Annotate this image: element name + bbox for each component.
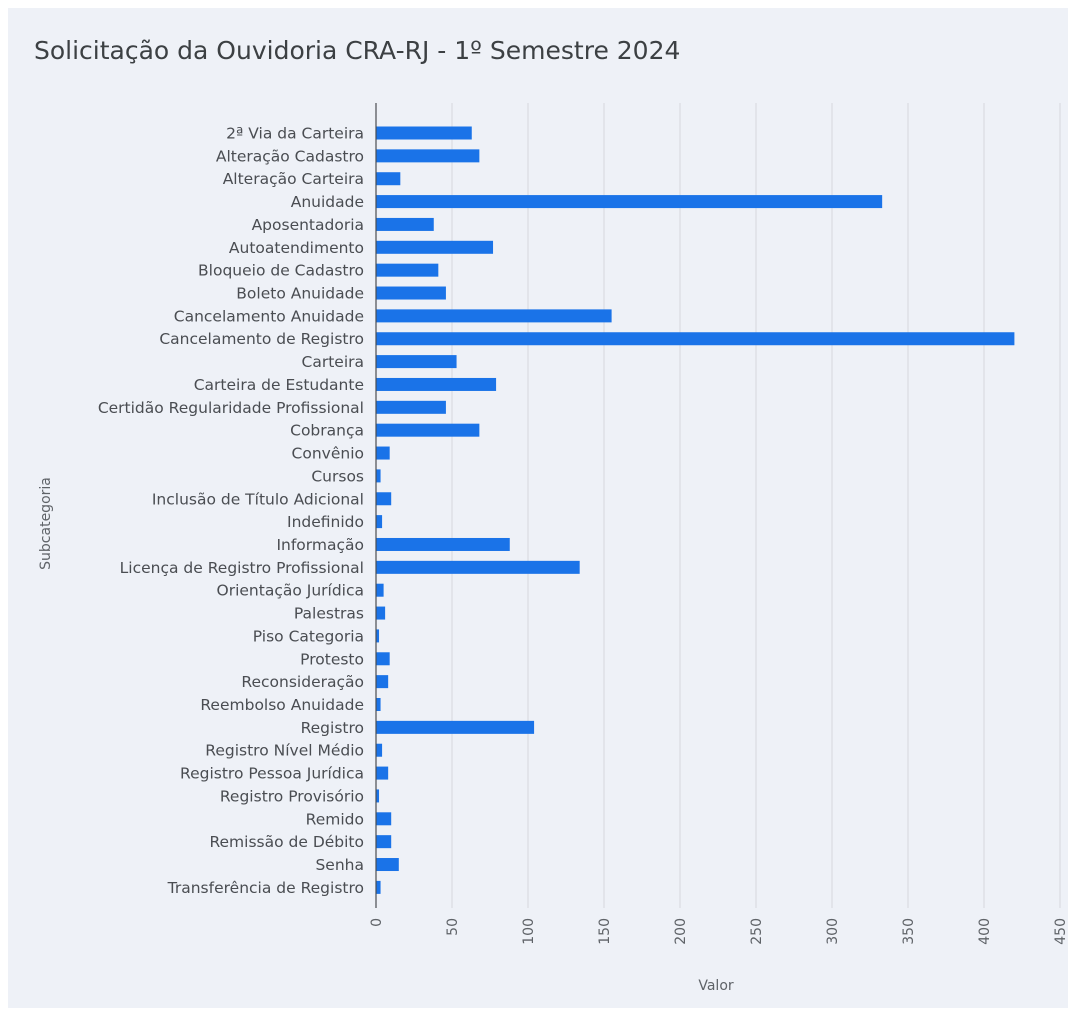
category-label: Registro: [301, 719, 364, 737]
bar: [376, 286, 446, 300]
bar: [376, 355, 457, 369]
category-label: Indefinido: [287, 513, 364, 531]
category-label: Reconsideração: [241, 673, 364, 691]
bar: [376, 698, 381, 711]
bar: [376, 789, 380, 803]
bar: [376, 423, 480, 437]
bar: [376, 560, 580, 574]
bar: [376, 858, 399, 872]
category-label: Senha: [315, 856, 364, 874]
category-label: Bloqueio de Cadastro: [198, 262, 364, 280]
bar: [376, 880, 381, 894]
bar: [376, 469, 381, 483]
category-label: Cobrança: [290, 422, 364, 440]
category-label: Cancelamento de Registro: [159, 330, 364, 348]
bar: [376, 492, 392, 506]
category-label: Reembolso Anuidade: [200, 696, 364, 714]
x-tick-label: 350: [901, 918, 917, 945]
bar: [376, 515, 383, 529]
chart-card: Solicitação da Ouvidoria CRA-RJ - 1º Sem…: [8, 8, 1068, 1008]
bar: [376, 766, 389, 780]
bar: [376, 537, 510, 551]
bar: [376, 812, 392, 826]
category-label: Piso Categoria: [253, 627, 364, 645]
category-label: Cancelamento Anuidade: [174, 307, 364, 325]
category-label: Registro Provisório: [220, 787, 364, 805]
category-label: Boleto Anuidade: [236, 285, 364, 303]
category-labels: 2ª Via da Carteira Alteração Cadastro Alte…: [98, 125, 364, 897]
bar: [376, 720, 535, 734]
category-label: Protesto: [300, 650, 364, 668]
category-label: Carteira: [302, 353, 364, 371]
chart-title: Solicitação da Ouvidoria CRA-RJ - 1º Sem…: [34, 36, 681, 65]
bar: [376, 743, 383, 757]
bar: [376, 126, 472, 140]
category-label: Anuidade: [291, 193, 364, 211]
category-label: Carteira de Estudante: [194, 376, 364, 394]
x-tick-label: 200: [673, 918, 689, 945]
category-label: Alteração Carteira: [223, 170, 364, 188]
category-label: Informação: [276, 536, 364, 554]
bar: [376, 629, 380, 643]
bar: [376, 652, 390, 666]
x-tick-label: 100: [521, 918, 537, 945]
category-label: Registro Nível Médio: [205, 742, 364, 760]
category-label: Convênio: [292, 445, 364, 463]
bar: [376, 195, 883, 209]
bar: [376, 835, 392, 849]
bar: [376, 675, 389, 689]
category-label: Remissão de Débito: [209, 833, 364, 851]
category-label: Licença de Registro Profissional: [120, 559, 364, 577]
gridlines: [451, 103, 1061, 908]
category-label: 2ª Via da Carteira: [226, 125, 364, 143]
category-label: Certidão Regularidade Profissional: [98, 399, 364, 417]
bar: [376, 332, 1015, 346]
x-tick-label: 50: [445, 918, 461, 936]
bar: [376, 606, 386, 620]
x-tick-label: 0: [369, 918, 385, 927]
bar: [376, 309, 612, 323]
category-label: Orientação Jurídica: [217, 582, 365, 600]
x-axis-title: Valor: [698, 978, 734, 994]
category-label: Alteração Cadastro: [216, 147, 364, 165]
bar: [376, 377, 497, 391]
bars: [376, 126, 1015, 894]
bar: [376, 263, 439, 277]
x-tick-label: 150: [597, 918, 613, 945]
bar: [376, 149, 480, 163]
x-tick-label: 250: [749, 918, 765, 945]
x-tick-labels: 0 50 100 150 200 250 300 350 400 450: [369, 918, 1068, 945]
category-label: Transferência de Registro: [167, 879, 364, 897]
x-tick-label: 450: [1053, 918, 1068, 945]
bar: [376, 172, 401, 186]
category-label: Palestras: [294, 605, 364, 623]
bar: [376, 240, 494, 254]
category-label: Registro Pessoa Jurídica: [180, 765, 364, 783]
category-label: Remido: [306, 810, 364, 828]
x-tick-label: 400: [977, 918, 993, 945]
category-label: Autoatendimento: [229, 239, 364, 257]
x-tick-label: 300: [825, 918, 841, 945]
bar: [376, 400, 446, 414]
bar: [376, 583, 384, 597]
category-label: Aposentadoria: [252, 216, 364, 234]
y-axis-title: Subcategoria: [38, 477, 54, 570]
bar: [376, 217, 434, 231]
category-label: Inclusão de Título Adicional: [152, 490, 364, 508]
category-label: Cursos: [311, 467, 364, 485]
bar: [376, 446, 390, 460]
bar-chart: 2ª Via da Carteira Alteração Cadastro Alte…: [38, 103, 1068, 994]
